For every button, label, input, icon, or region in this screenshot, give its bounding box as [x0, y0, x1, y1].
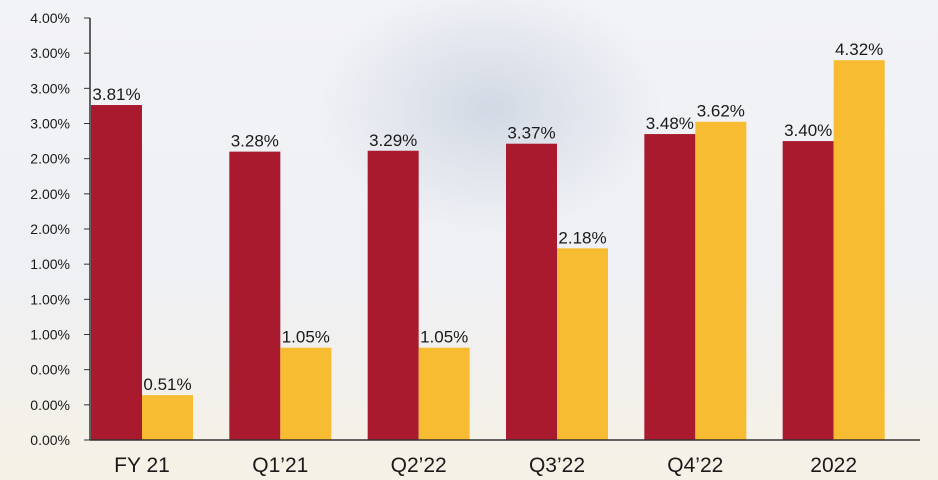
y-tick-label: 0.00% — [30, 397, 70, 413]
bar-series-a — [782, 141, 834, 441]
data-label: 3.28% — [231, 132, 279, 151]
y-tick-label: 3.00% — [30, 80, 70, 96]
y-tick-label: 1.00% — [30, 327, 70, 343]
y-tick-label: 1.00% — [30, 256, 70, 272]
data-label: 0.51% — [143, 375, 191, 394]
x-axis: FY 21 Q1’21 Q2’22 Q3’22 Q4’22 2022 — [90, 439, 920, 477]
y-tick-label: 2.00% — [30, 151, 70, 167]
bars — [91, 60, 885, 441]
data-label: 3.37% — [507, 124, 555, 143]
y-tick-label: 1.00% — [30, 291, 70, 307]
bar-series-a — [506, 143, 557, 441]
bar-series-b — [695, 121, 747, 440]
y-tick-label: 2.00% — [30, 221, 70, 237]
data-label: 3.48% — [646, 114, 694, 133]
x-tick-label: Q3’22 — [529, 454, 585, 477]
data-label: 3.40% — [784, 121, 832, 140]
bar-series-a — [644, 134, 696, 441]
y-axis: 0.00% 0.00% 0.00% 1.00% 1.00% 1.00% 2.00% 2.00%… — [30, 10, 91, 448]
data-label: 3.81% — [92, 85, 140, 104]
data-label: 4.32% — [835, 40, 883, 59]
x-tick-label: Q1’21 — [252, 454, 308, 477]
data-label: 3.62% — [697, 102, 745, 121]
data-labels: 3.81% 0.51% 3.28% 1.05% 3.29% 1.05% 3.37% 2.18%… — [92, 40, 883, 394]
bar-series-a — [91, 105, 142, 440]
x-tick-label: Q4’22 — [667, 454, 723, 477]
bar-series-b — [280, 347, 332, 440]
data-label: 1.05% — [282, 328, 330, 347]
y-tick-label: 3.00% — [30, 116, 70, 132]
x-tick-label: FY 21 — [114, 454, 170, 477]
bar-series-b — [833, 60, 885, 440]
data-label: 3.29% — [369, 131, 417, 150]
bar-series-a — [367, 150, 419, 441]
y-tick-label: 0.00% — [30, 362, 70, 378]
y-tick-label: 2.00% — [30, 186, 70, 202]
bar-series-b — [142, 395, 193, 440]
x-tick-label: 2022 — [810, 454, 857, 477]
data-label: 1.05% — [420, 328, 468, 347]
y-tick-label: 4.00% — [30, 10, 70, 26]
bar-series-b — [418, 347, 470, 440]
y-tick-label: 3.00% — [30, 45, 70, 61]
data-label: 2.18% — [558, 228, 606, 247]
x-tick-label: Q2’22 — [391, 454, 447, 477]
bar-series-a — [229, 151, 281, 440]
bar-series-b — [557, 248, 608, 440]
y-tick-label: 0.00% — [30, 432, 70, 448]
